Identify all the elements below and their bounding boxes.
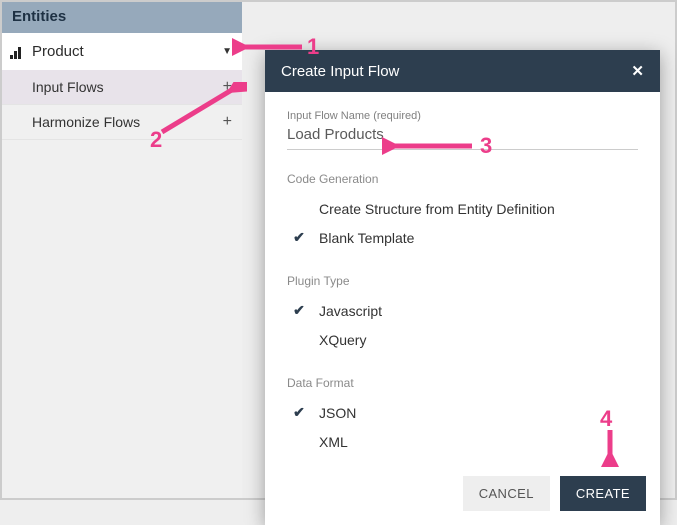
dialog-title: Create Input Flow: [281, 63, 399, 80]
check-icon: ✔: [291, 229, 307, 246]
create-input-flow-dialog: Create Input Flow ✕ Input Flow Name (req…: [265, 50, 660, 525]
option-create-structure[interactable]: ✔ Create Structure from Entity Definitio…: [287, 194, 638, 223]
sidebar-title: Entities: [2, 2, 242, 33]
add-input-flow-icon[interactable]: +: [223, 78, 232, 96]
dialog-footer: CANCEL CREATE: [265, 464, 660, 525]
add-harmonize-flow-icon[interactable]: +: [223, 113, 232, 131]
entity-row-product[interactable]: Product ▼: [2, 33, 242, 70]
section-data-format: Data Format: [287, 376, 638, 390]
flow-name-label: Input Flow Name (required): [287, 110, 638, 122]
close-icon[interactable]: ✕: [631, 62, 644, 80]
dialog-header: Create Input Flow ✕: [265, 50, 660, 92]
caret-down-icon[interactable]: ▼: [222, 46, 232, 57]
option-xquery[interactable]: ✔ XQuery: [287, 325, 638, 354]
option-javascript[interactable]: ✔ Javascript: [287, 296, 638, 325]
check-icon: ✔: [291, 302, 307, 319]
option-json[interactable]: ✔ JSON: [287, 398, 638, 427]
sidebar-item-harmonize-flows[interactable]: Harmonize Flows +: [2, 105, 242, 140]
flow-name-input[interactable]: [287, 124, 638, 150]
entity-name: Product: [32, 43, 84, 60]
section-code-generation: Code Generation: [287, 172, 638, 186]
flow-label: Input Flows: [32, 79, 104, 95]
entity-icon: [10, 46, 24, 58]
flow-label: Harmonize Flows: [32, 114, 140, 130]
create-button[interactable]: CREATE: [560, 476, 646, 511]
option-label: XML: [319, 434, 348, 450]
section-plugin-type: Plugin Type: [287, 274, 638, 288]
check-icon: ✔: [291, 404, 307, 421]
sidebar: Entities Product ▼ Input Flows + Harmoni…: [2, 2, 242, 498]
option-xml[interactable]: ✔ XML: [287, 427, 638, 456]
option-label: JSON: [319, 405, 356, 421]
option-label: Create Structure from Entity Definition: [319, 201, 555, 217]
option-blank-template[interactable]: ✔ Blank Template: [287, 223, 638, 252]
cancel-button[interactable]: CANCEL: [463, 476, 550, 511]
sidebar-item-input-flows[interactable]: Input Flows +: [2, 70, 242, 105]
option-label: Javascript: [319, 303, 382, 319]
option-label: Blank Template: [319, 230, 414, 246]
option-label: XQuery: [319, 332, 366, 348]
